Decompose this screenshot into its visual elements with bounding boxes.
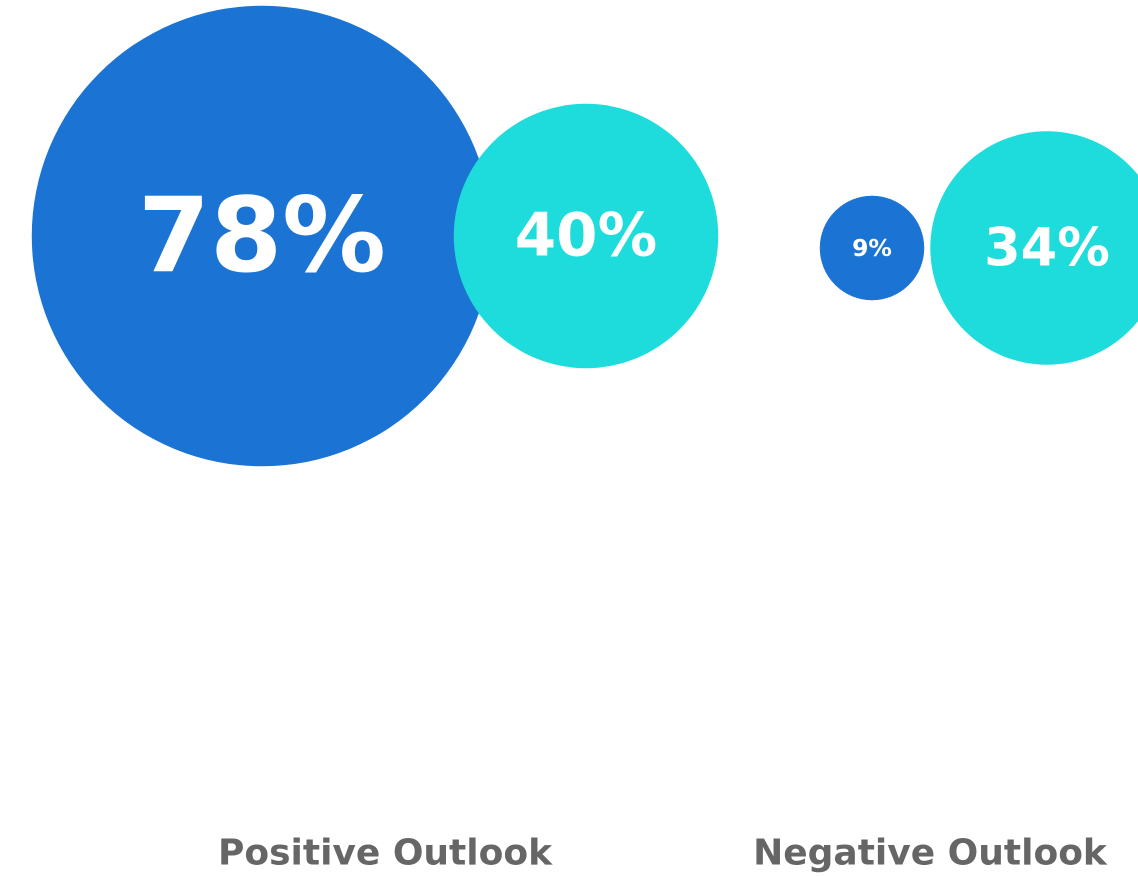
- bubble: [453, 103, 719, 369]
- category-label: Negative Outlook: [753, 833, 1108, 874]
- value-label: 9%: [852, 234, 892, 262]
- bubble: [819, 195, 925, 301]
- category-label: Positive Outlook: [218, 833, 553, 874]
- value-label: 78%: [138, 176, 386, 296]
- bubble: [31, 5, 493, 467]
- value-label: 34%: [984, 218, 1110, 279]
- bubble: [930, 131, 1138, 365]
- value-label: 40%: [515, 202, 657, 271]
